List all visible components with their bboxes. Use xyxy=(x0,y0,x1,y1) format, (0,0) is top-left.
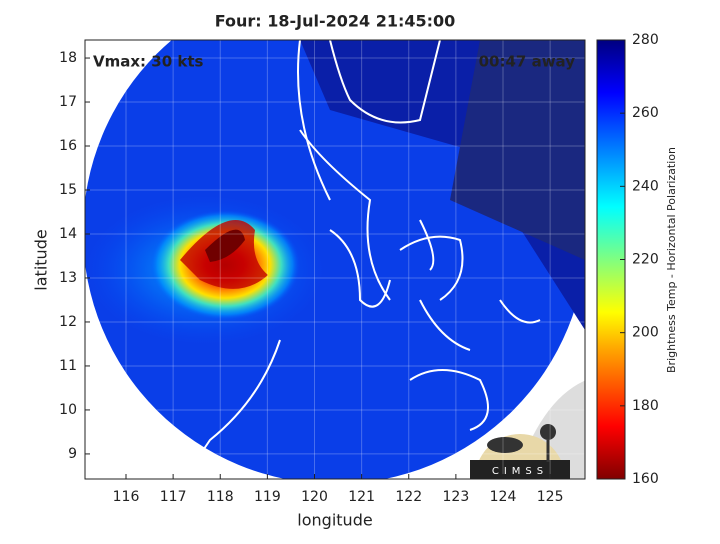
y-tick-label: 17 xyxy=(59,94,77,110)
y-tick-label: 11 xyxy=(59,358,77,374)
x-tick-label: 124 xyxy=(490,489,517,505)
colorbar-tick-label: 240 xyxy=(632,178,659,194)
y-tick-label: 18 xyxy=(59,50,77,66)
y-tick-label: 10 xyxy=(59,402,77,418)
plot-frame xyxy=(84,39,586,480)
y-tick-label: 14 xyxy=(59,226,77,242)
x-tick-label: 117 xyxy=(160,489,187,505)
colorbar-label: Brightness Temp - Horizontal Polarizatio… xyxy=(665,147,678,373)
colorbar-tick-label: 260 xyxy=(632,105,659,121)
x-tick-label: 121 xyxy=(348,489,375,505)
y-tick-label: 9 xyxy=(68,446,77,462)
y-axis-label: latitude xyxy=(32,229,51,290)
colorbar-tick-label: 280 xyxy=(632,32,659,48)
annotation: Vmax: 30 kts xyxy=(93,53,203,71)
colorbar-tick-label: 180 xyxy=(632,398,659,414)
logo: CIMSS xyxy=(470,424,570,479)
y-tick-label: 13 xyxy=(59,270,77,286)
y-tick-label: 16 xyxy=(59,138,77,154)
x-tick-label: 122 xyxy=(395,489,422,505)
x-tick-label: 125 xyxy=(537,489,564,505)
colorbar-tick-label: 200 xyxy=(632,325,659,341)
y-tick-label: 12 xyxy=(59,314,77,330)
colorbar-tick-label: 160 xyxy=(632,471,659,487)
logo-text: CIMSS xyxy=(492,466,548,477)
x-axis-label: longitude xyxy=(297,511,372,530)
x-tick-label: 120 xyxy=(301,489,328,505)
annotation: 00:47 away xyxy=(479,53,576,71)
colorbar-tick-label: 220 xyxy=(632,252,659,268)
x-tick-label: 123 xyxy=(443,489,470,505)
x-tick-label: 119 xyxy=(254,489,281,505)
chart-title: Four: 18-Jul-2024 21:45:00 xyxy=(215,12,456,31)
satellite-image: CIMSS xyxy=(85,40,585,479)
y-tick-label: 15 xyxy=(59,182,77,198)
x-tick-label: 118 xyxy=(207,489,234,505)
x-tick-label: 116 xyxy=(113,489,140,505)
